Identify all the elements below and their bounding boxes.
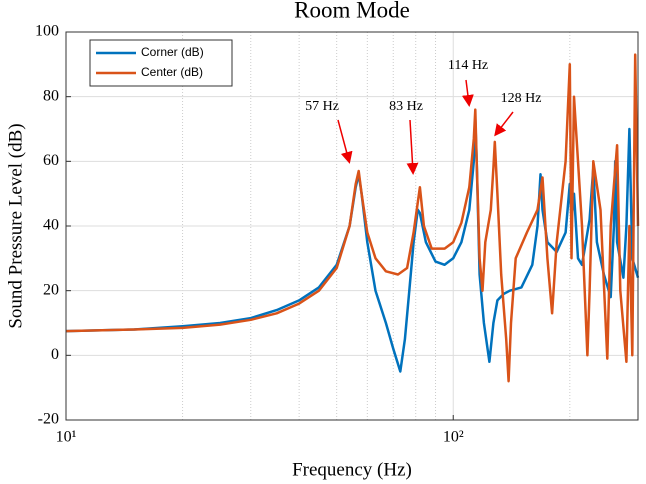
legend-box xyxy=(89,39,233,87)
x-axis-label: Frequency (Hz) xyxy=(292,459,412,480)
annotation: 128 Hz xyxy=(501,91,542,106)
x-tick-label: 10² xyxy=(443,429,464,446)
annotation: 57 Hz xyxy=(305,99,339,114)
y-tick-label: 80 xyxy=(43,87,59,104)
y-tick-label: 20 xyxy=(43,281,59,298)
y-tick-label: 40 xyxy=(43,217,59,234)
plot-border xyxy=(65,31,639,421)
y-tick-label: 0 xyxy=(51,346,59,363)
series-line xyxy=(65,53,640,383)
y-tick-label: 60 xyxy=(43,152,59,169)
annotation: 114 Hz xyxy=(448,58,488,73)
annotation-arrow xyxy=(337,119,353,164)
legend-label: Center (dB) xyxy=(141,65,203,79)
legend-label: Corner (dB) xyxy=(141,45,204,59)
y-tick-label: 100 xyxy=(35,23,59,40)
chart-title: Room Mode xyxy=(294,0,410,22)
legend: Corner (dB) Center (dB) xyxy=(89,39,233,87)
y-axis-label: Sound Pressure Level (dB) xyxy=(5,123,26,328)
annotation-arrow xyxy=(494,111,514,137)
x-tick-label: 10¹ xyxy=(56,429,77,446)
annotation-arrow xyxy=(406,119,419,175)
annotation: 83 Hz xyxy=(389,99,423,114)
y-tick-label: -20 xyxy=(38,411,59,428)
annotation-arrow xyxy=(461,79,474,107)
